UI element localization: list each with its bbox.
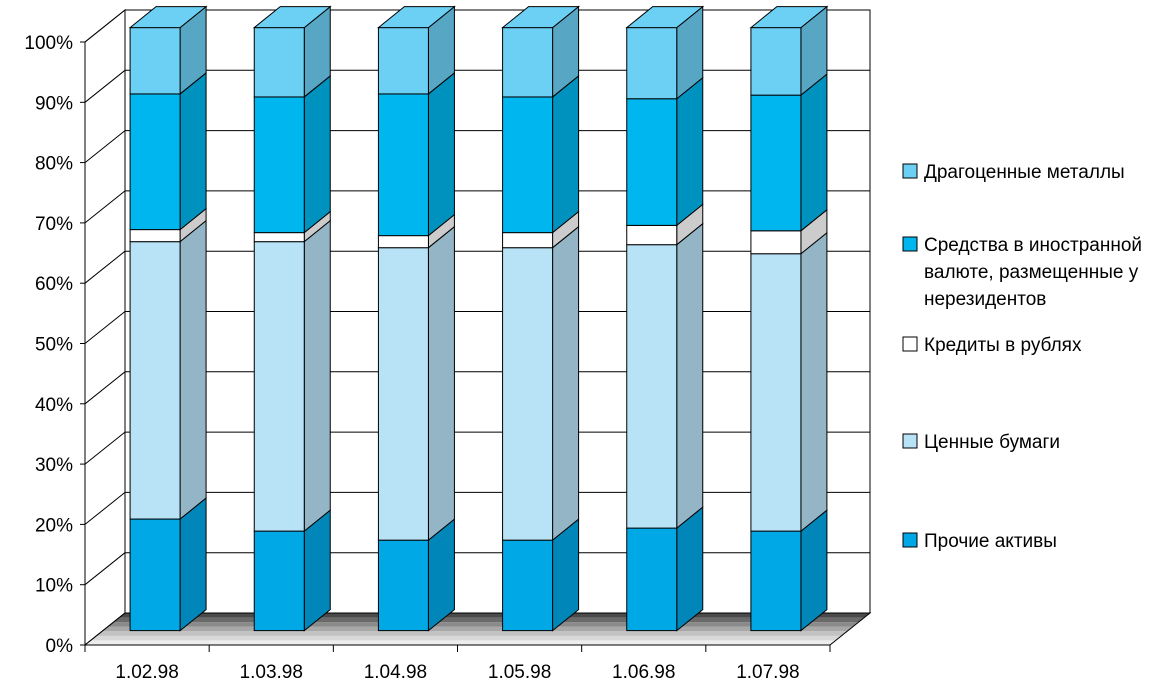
gridline-side (84, 431, 126, 465)
bar-segment-3-0 (502, 539, 554, 632)
x-tick-label: 1.06.98 (612, 662, 675, 683)
bar-segment-0-2 (129, 229, 181, 243)
bar-segment-1-2 (253, 232, 305, 243)
y-tick-label: 70% (35, 214, 73, 235)
bar-segment-3-2 (502, 232, 554, 249)
bar-top-4 (625, 6, 705, 29)
bar-top-2 (377, 6, 456, 29)
bar-segment-4-0 (626, 527, 678, 632)
y-tick-label: 40% (35, 395, 73, 416)
bar-segment-0-1 (129, 241, 181, 520)
floor-band (102, 626, 853, 632)
y-tick-label: 10% (35, 576, 73, 597)
legend-label-0: Драгоценные металлы (924, 162, 1125, 183)
bar-segment-1-4 (253, 27, 305, 98)
bar-segment-5-0 (750, 530, 802, 632)
bar-top-0 (128, 6, 208, 29)
gridline-side (84, 9, 126, 43)
legend-swatch-1 (902, 236, 918, 252)
chart-bars (128, 5, 829, 632)
floor-band (107, 622, 859, 627)
chart-legend: Драгоценные металлы Средства в иностранно… (902, 162, 1142, 552)
bar-side-0-1 (179, 219, 207, 521)
bar-segment-1-1 (253, 241, 305, 532)
x-tick-label: 1.05.98 (488, 662, 551, 683)
gridline-side (84, 492, 126, 525)
gridline-side (84, 190, 126, 224)
legend-label-4: Прочие активы (924, 531, 1057, 552)
bar-top-1 (252, 6, 332, 29)
legend-label-2: Кредиты в рублях (924, 335, 1082, 356)
bar-segment-1-0 (253, 530, 305, 632)
y-tick-label: 20% (35, 515, 73, 536)
bar-side-2-1 (427, 225, 455, 542)
y-tick-label: 100% (24, 33, 73, 54)
bar-side-3-3 (552, 74, 580, 234)
gridline-side (84, 371, 126, 405)
legend-label-1: валюте, размещенные у (924, 262, 1139, 283)
bar-side-4-1 (676, 222, 704, 530)
bar-side-4-0 (676, 506, 704, 632)
y-tick-label: 0% (46, 636, 74, 657)
bar-side-1-3 (303, 74, 331, 234)
legend-label-1: нерезидентов (924, 289, 1046, 310)
x-tick-label: 1.07.98 (736, 662, 799, 683)
y-tick-label: 80% (35, 154, 73, 175)
bar-segment-4-1 (626, 244, 678, 529)
bar-segment-4-3 (626, 98, 678, 226)
chart-axes: 0% 10% 20% 30% 40% 50% 60% 70% 80% 90% 100% 1.02.98… (24, 33, 831, 683)
y-tick-label: 50% (35, 335, 73, 356)
gridline-side (84, 311, 126, 344)
bar-segment-3-4 (502, 27, 554, 98)
bar-segment-2-0 (377, 539, 429, 632)
legend-swatch-0 (902, 163, 918, 179)
y-tick-label: 30% (35, 455, 73, 476)
bar-segment-0-0 (129, 518, 181, 632)
legend-label-1: Средства в иностранной (924, 235, 1142, 256)
legend-label-3: Ценные бумаги (924, 432, 1060, 453)
chart-gridlines (84, 9, 870, 646)
bar-segment-2-4 (377, 27, 429, 95)
bar-side-4-3 (676, 76, 704, 227)
bar-segment-5-4 (750, 27, 802, 96)
bar-top-5 (749, 6, 829, 29)
bar-segment-0-3 (129, 93, 181, 231)
bar-segment-3-1 (502, 247, 554, 541)
x-tick-label: 1.02.98 (115, 662, 178, 683)
legend-swatch-4 (902, 532, 918, 548)
gridline-side (84, 130, 126, 163)
bar-segment-1-3 (253, 96, 305, 234)
x-tick-label: 1.03.98 (240, 662, 303, 683)
bar-segment-2-1 (377, 247, 429, 541)
legend-swatch-3 (902, 433, 918, 449)
bar-segment-2-3 (377, 93, 429, 237)
gridline-side (84, 69, 126, 103)
y-tick-label: 90% (35, 93, 73, 114)
floor-band (96, 631, 848, 636)
bar-top-3 (501, 6, 580, 29)
bar-side-1-1 (303, 219, 331, 533)
bar-segment-0-4 (129, 27, 181, 95)
bar-segment-5-3 (750, 94, 802, 232)
bar-segment-2-2 (377, 235, 429, 249)
bar-side-0-0 (179, 496, 207, 632)
bar-side-2-3 (427, 71, 455, 237)
bar-segment-4-4 (626, 27, 678, 100)
bar-side-0-3 (179, 71, 207, 231)
bar-side-5-1 (800, 231, 828, 533)
gridline-side (84, 250, 126, 284)
y-tick-label: 60% (35, 274, 73, 295)
bar-side-5-3 (800, 73, 828, 232)
bar-segment-5-2 (750, 230, 802, 255)
bar-side-3-1 (552, 225, 580, 542)
gridline-side (84, 552, 126, 586)
floor-band (85, 640, 836, 645)
bar-segment-4-2 (626, 224, 678, 246)
legend-swatch-2 (902, 336, 918, 352)
bar-segment-5-1 (750, 253, 802, 532)
x-tick-label: 1.04.98 (364, 662, 427, 683)
bar-segment-3-3 (502, 96, 554, 234)
floor-band (90, 635, 842, 641)
